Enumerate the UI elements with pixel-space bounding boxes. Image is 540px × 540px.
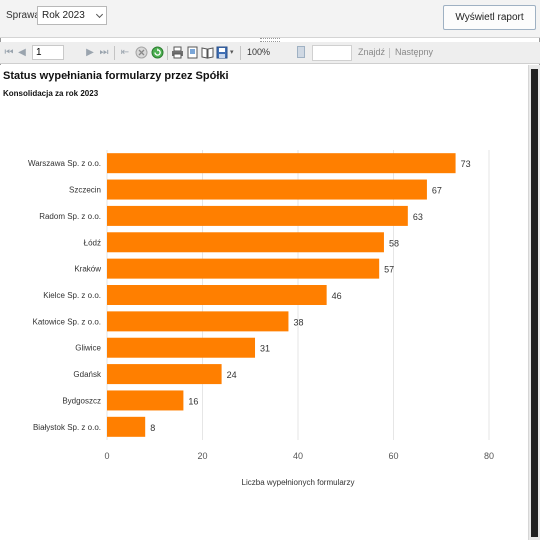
last-page-icon[interactable]: ⏭ [99,47,109,58]
report-title: Status wypełniania formularzy przez Spół… [3,70,229,82]
category-label: Łódź [84,238,101,247]
data-label: 16 [188,396,198,406]
previous-page-icon[interactable]: ◀ [18,47,26,58]
print-icon[interactable] [171,46,184,59]
report-toolbar: ⏮ ◀ ▶ ⏭ ⇤ ▾ 100% Znajdź Następny [0,42,540,64]
page-setup-icon[interactable] [201,46,214,59]
zoom-dropdown-button[interactable] [297,46,305,58]
bar [107,364,222,385]
bar [107,232,384,253]
bar [107,179,427,200]
zoom-value: 100% [247,47,271,57]
category-label: Katowice Sp. z o.o. [33,317,101,326]
bar [107,337,256,358]
data-label: 31 [260,344,270,354]
bar [107,390,184,411]
x-tick-label: 80 [484,451,494,461]
toolbar-divider [389,48,390,58]
x-tick-label: 20 [197,451,207,461]
data-label: 58 [389,238,399,248]
bar [107,258,380,279]
toolbar-divider [167,46,168,60]
back-icon[interactable]: ⇤ [120,47,130,58]
data-label: 46 [332,291,342,301]
category-label: Radom Sp. z o.o. [39,212,101,221]
bar [107,311,289,332]
bar [107,205,408,226]
toolbar-divider [240,46,241,60]
page-number-input[interactable] [32,45,64,60]
next-page-icon[interactable]: ▶ [86,47,94,58]
refresh-icon[interactable] [151,46,164,59]
case-select[interactable]: Rok 2023 [37,6,107,25]
category-label: Szczecin [69,186,101,195]
case-label: Sprawa: [6,10,43,21]
vertical-scrollbar[interactable] [528,65,540,540]
bar [107,153,456,174]
data-label: 24 [227,370,237,380]
scrollbar-thumb[interactable] [531,69,538,537]
category-label: Kraków [74,265,101,274]
report-viewer: Status wypełniania formularzy przez Spół… [0,65,528,540]
x-tick-label: 0 [104,451,109,461]
bar [107,285,327,305]
data-label: 38 [293,317,303,327]
bar-chart: Warszawa Sp. z o.o. 73 Szczecin 67 Radom Sp.… [28,150,494,487]
zoom-select[interactable]: 100% [245,45,307,61]
view-report-button[interactable]: Wyświetl raport [443,5,536,30]
data-label: 8 [150,423,155,433]
find-input[interactable] [312,45,352,61]
category-label: Gdańsk [73,370,102,379]
bar [107,416,146,437]
x-axis-title: Liczba wypełnionych formularzy [242,478,355,487]
data-label: 63 [413,212,423,222]
stop-icon[interactable] [135,46,148,59]
case-select-value: Rok 2023 [42,10,85,21]
first-page-icon[interactable]: ⏮ [4,47,14,58]
print-layout-icon[interactable] [186,46,199,59]
find-next-link[interactable]: Następny [395,47,434,57]
toolbar-divider [114,46,115,60]
parameter-bar: Sprawa: Rok 2023 Wyświetl raport [0,0,540,38]
data-label: 73 [461,159,471,169]
category-label: Białystok Sp. z o.o. [33,423,101,432]
data-label: 57 [384,265,394,275]
category-label: Warszawa Sp. z o.o. [28,159,101,168]
category-label: Gliwice [75,344,101,353]
data-label: 67 [432,186,442,196]
x-tick-label: 40 [293,451,303,461]
x-tick-label: 60 [388,451,398,461]
report-subtitle: Konsolidacja za rok 2023 [3,89,99,98]
export-icon[interactable] [216,46,229,59]
export-dropdown-icon[interactable]: ▾ [230,49,234,56]
category-label: Kielce Sp. z o.o. [43,291,101,300]
chevron-down-icon [95,10,104,19]
category-label: Bydgoszcz [62,396,101,405]
find-link[interactable]: Znajdź [358,47,386,57]
splitter-handle[interactable] [260,38,280,42]
